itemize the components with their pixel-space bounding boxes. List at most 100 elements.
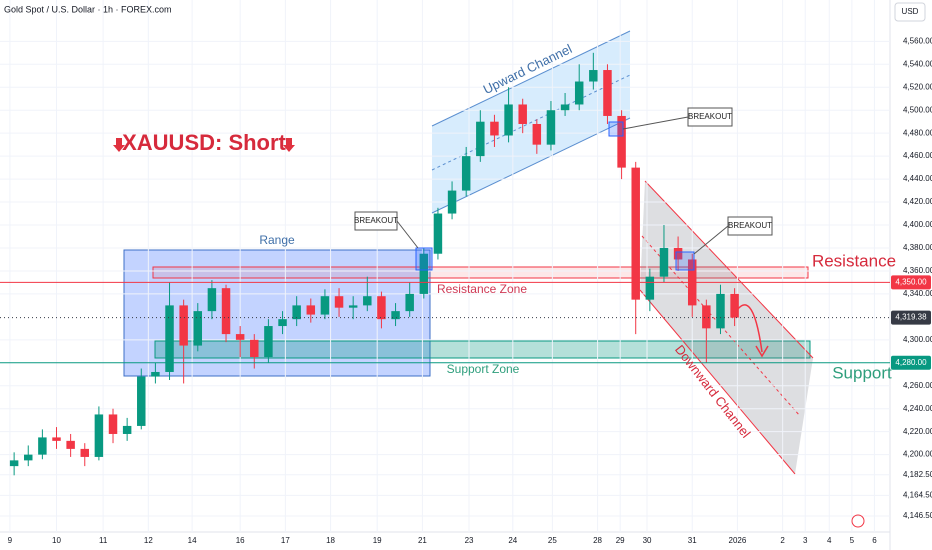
candle-body [574,81,584,105]
y-tick-label: 4,182.50 [903,470,932,479]
y-tick-label: 4,460.00 [903,151,932,160]
x-tick-label: 16 [236,536,245,545]
price-tag [891,310,931,325]
candle-body [80,448,89,457]
downward-channel [640,181,813,474]
candle-body [151,371,160,377]
x-tick-label: 28 [593,536,602,545]
candle-body [38,437,47,455]
x-tick-label: 29 [616,536,625,545]
candle-body [589,70,598,82]
candle-body [673,247,683,260]
level-label: Resistance [812,251,896,270]
y-tick-label: 4,240.00 [903,404,932,413]
candle-body [193,311,203,346]
candle-body [235,334,245,340]
candle-body [730,293,739,318]
logo-icon [851,514,865,528]
y-tick-label: 4,440.00 [903,174,932,183]
candle-body [405,293,414,312]
y-tick-label: 4,520.00 [903,82,932,91]
breakout-box [608,121,624,137]
breakout-box [675,251,695,271]
candle-body [461,156,471,191]
y-tick-label: 4,220.00 [903,427,932,436]
channel-line [431,117,631,214]
x-tick-label: 3 [803,536,808,545]
candle-body [377,296,386,320]
candle-body [66,440,75,449]
callout-line [622,116,689,130]
support-zone [154,340,811,359]
candle-body [447,190,457,214]
channel-line [639,289,796,475]
price-tag-label: 4,319.38 [895,313,927,322]
candle-body [334,296,344,308]
arrow-head [755,345,769,358]
candle-body [433,213,443,254]
level-label: Support [832,363,892,382]
candle-body [292,305,301,320]
callout-line [693,225,729,255]
candle-body [207,288,217,312]
candle-body [363,296,372,306]
down-arrow-icon [113,138,125,152]
candle-body [122,425,132,434]
candle-body [320,296,330,315]
candle-body [518,104,527,124]
candle-body [179,305,188,346]
candle-body [702,305,711,329]
candle-body [9,460,19,467]
x-tick-label: 10 [52,536,61,545]
callout-box [687,107,733,127]
candle-body [306,305,316,315]
candle-body [560,104,570,111]
x-tick-label: 2 [780,536,785,545]
candle-body [490,121,499,136]
callout-box [354,211,398,231]
x-tick-label: 30 [643,536,652,545]
y-tick-label: 4,146.50 [903,511,932,520]
candle-body [278,319,287,327]
channel-line [644,180,814,359]
y-tick-label: 4,360.00 [903,266,932,275]
candle-body [221,288,231,335]
breakout-box [415,247,433,271]
candle-body [716,293,725,329]
candle-body [603,70,612,116]
candle-body [94,414,104,457]
x-tick-label: 24 [508,536,517,545]
candle-body [137,376,146,426]
chart-title: Gold Spot / U.S. Dollar · 1h · FOREX.com [4,4,172,14]
x-tick-label: 2026 [729,536,747,545]
y-tick-label: 4,340.00 [903,289,932,298]
candle-body [165,305,174,372]
y-tick-label: 4,380.00 [903,243,932,252]
candle-body [52,437,61,441]
x-tick-label: 23 [465,536,474,545]
callout-line [396,220,419,249]
candle-body [108,414,118,434]
currency: USD [902,7,919,16]
candle-body [504,104,513,136]
y-tick-label: 4,260.00 [903,381,932,390]
candle-body [659,247,669,277]
candle-body [546,110,556,145]
y-tick-label: 4,164.50 [903,491,932,500]
drawings [0,0,890,532]
marks [0,52,890,476]
callout-box [727,216,773,236]
x-tick-label: 5 [850,536,855,545]
down-arrow-icon [283,138,295,152]
breakout-label: BREAKOUT [728,221,772,230]
x-tick-label: 31 [688,536,697,545]
x-tick-label: 17 [281,536,290,545]
candle-body [264,326,273,358]
candle-body [617,115,626,168]
candle-body [532,123,542,145]
y-tick-label: 4,420.00 [903,197,932,206]
y-tick-label: 4,560.00 [903,36,932,45]
y-tick-label: 4,400.00 [903,220,932,229]
